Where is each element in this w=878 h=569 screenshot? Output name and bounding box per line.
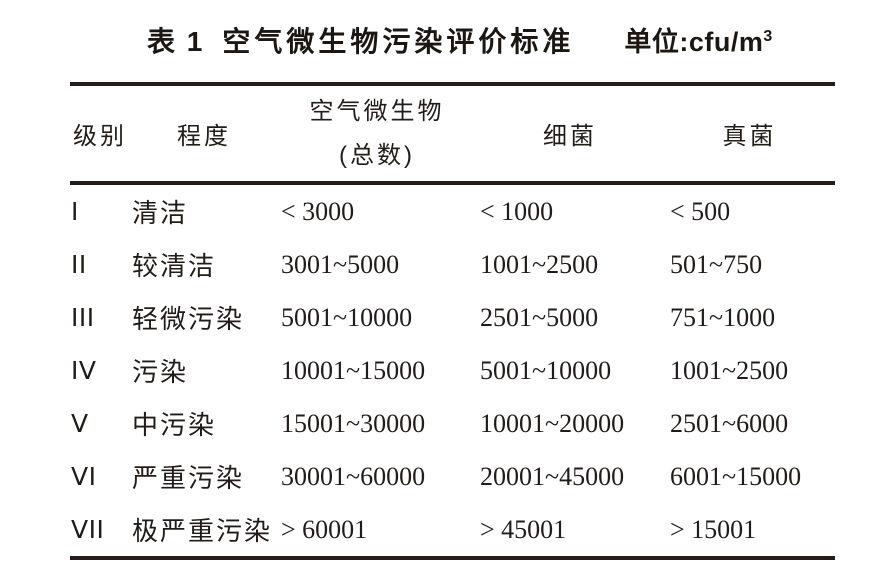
fungi-cell: 2501~6000 xyxy=(670,408,789,438)
bacteria-cell: 1001~2500 xyxy=(480,249,599,279)
total-cell: > 60001 xyxy=(281,514,368,544)
level-cell: III xyxy=(71,303,95,332)
fungi-cell: < 500 xyxy=(670,196,731,226)
table-row: IV 污染 10001~15000 5001~10000 1001~2500 xyxy=(70,344,835,397)
degree-cell: 污染 xyxy=(132,357,189,387)
fungi-cell: 501~750 xyxy=(670,249,763,279)
bacteria-cell: 2501~5000 xyxy=(480,302,599,332)
table-bottom-rule xyxy=(70,556,835,560)
level-cell: I xyxy=(71,197,79,226)
unit-label: 单位:cfu/m3 xyxy=(624,20,772,59)
degree-cell: 中污染 xyxy=(132,410,217,440)
bacteria-cell: > 45001 xyxy=(480,514,567,544)
level-cell: IV xyxy=(71,356,97,385)
table-row: VII 极严重污染 > 60001 > 45001 > 15001 xyxy=(70,503,835,556)
table-row: I 清洁 < 3000 < 1000 < 500 xyxy=(70,185,835,238)
bacteria-cell: 20001~45000 xyxy=(480,461,625,491)
degree-cell: 极严重污染 xyxy=(132,516,273,546)
bacteria-cell: < 1000 xyxy=(480,196,554,226)
fungi-cell: 6001~15000 xyxy=(670,461,802,491)
fungi-cell: > 15001 xyxy=(670,514,757,544)
table-title: 空气微生物污染评价标准 xyxy=(222,26,575,57)
level-cell: V xyxy=(71,409,89,438)
header-total-line2: (总数) xyxy=(339,141,415,169)
table-caption: 表 1 空气微生物污染评价标准 单位:cfu/m3 xyxy=(147,20,773,60)
total-cell: 5001~10000 xyxy=(281,302,413,332)
table-top-rule xyxy=(70,82,835,86)
table-row: II 较清洁 3001~5000 1001~2500 501~750 xyxy=(70,238,835,291)
table-row: VI 严重污染 30001~60000 20001~45000 6001~150… xyxy=(70,450,835,503)
table-header-row: 级别 程度 空气微生物 (总数) 细菌 真菌 xyxy=(70,86,835,181)
unit-text: 单位:cfu/m xyxy=(624,27,764,57)
total-cell: 30001~60000 xyxy=(281,461,426,491)
total-cell: 10001~15000 xyxy=(281,355,426,385)
degree-cell: 清洁 xyxy=(132,198,189,228)
total-cell: < 3000 xyxy=(281,196,355,226)
unit-superscript: 3 xyxy=(763,28,773,45)
table-row: III 轻微污染 5001~10000 2501~5000 751~1000 xyxy=(70,291,835,344)
table-number-label: 表 1 xyxy=(147,26,205,57)
level-cell: II xyxy=(71,250,87,279)
header-total-line1: 空气微生物 xyxy=(309,97,445,125)
degree-cell: 严重污染 xyxy=(132,463,245,493)
table-header-rule xyxy=(70,181,835,185)
degree-cell: 较清洁 xyxy=(132,251,217,281)
header-total: 空气微生物 (总数) xyxy=(278,90,476,178)
bacteria-cell: 10001~20000 xyxy=(480,408,625,438)
level-cell: VII xyxy=(71,515,105,544)
table-row: V 中污染 15001~30000 10001~20000 2501~6000 xyxy=(70,397,835,450)
header-level: 级别 xyxy=(73,123,127,150)
header-bacteria: 细菌 xyxy=(543,123,597,150)
fungi-cell: 1001~2500 xyxy=(670,355,789,385)
level-cell: VI xyxy=(71,462,97,491)
total-cell: 3001~5000 xyxy=(281,249,400,279)
total-cell: 15001~30000 xyxy=(281,408,426,438)
bacteria-cell: 5001~10000 xyxy=(480,355,612,385)
fungi-cell: 751~1000 xyxy=(670,302,776,332)
header-fungi: 真菌 xyxy=(722,123,777,150)
header-degree: 程度 xyxy=(177,123,231,150)
degree-cell: 轻微污染 xyxy=(132,304,245,334)
data-table: 级别 程度 空气微生物 (总数) 细菌 真菌 I 清洁 < 3000 < 100… xyxy=(70,82,835,560)
